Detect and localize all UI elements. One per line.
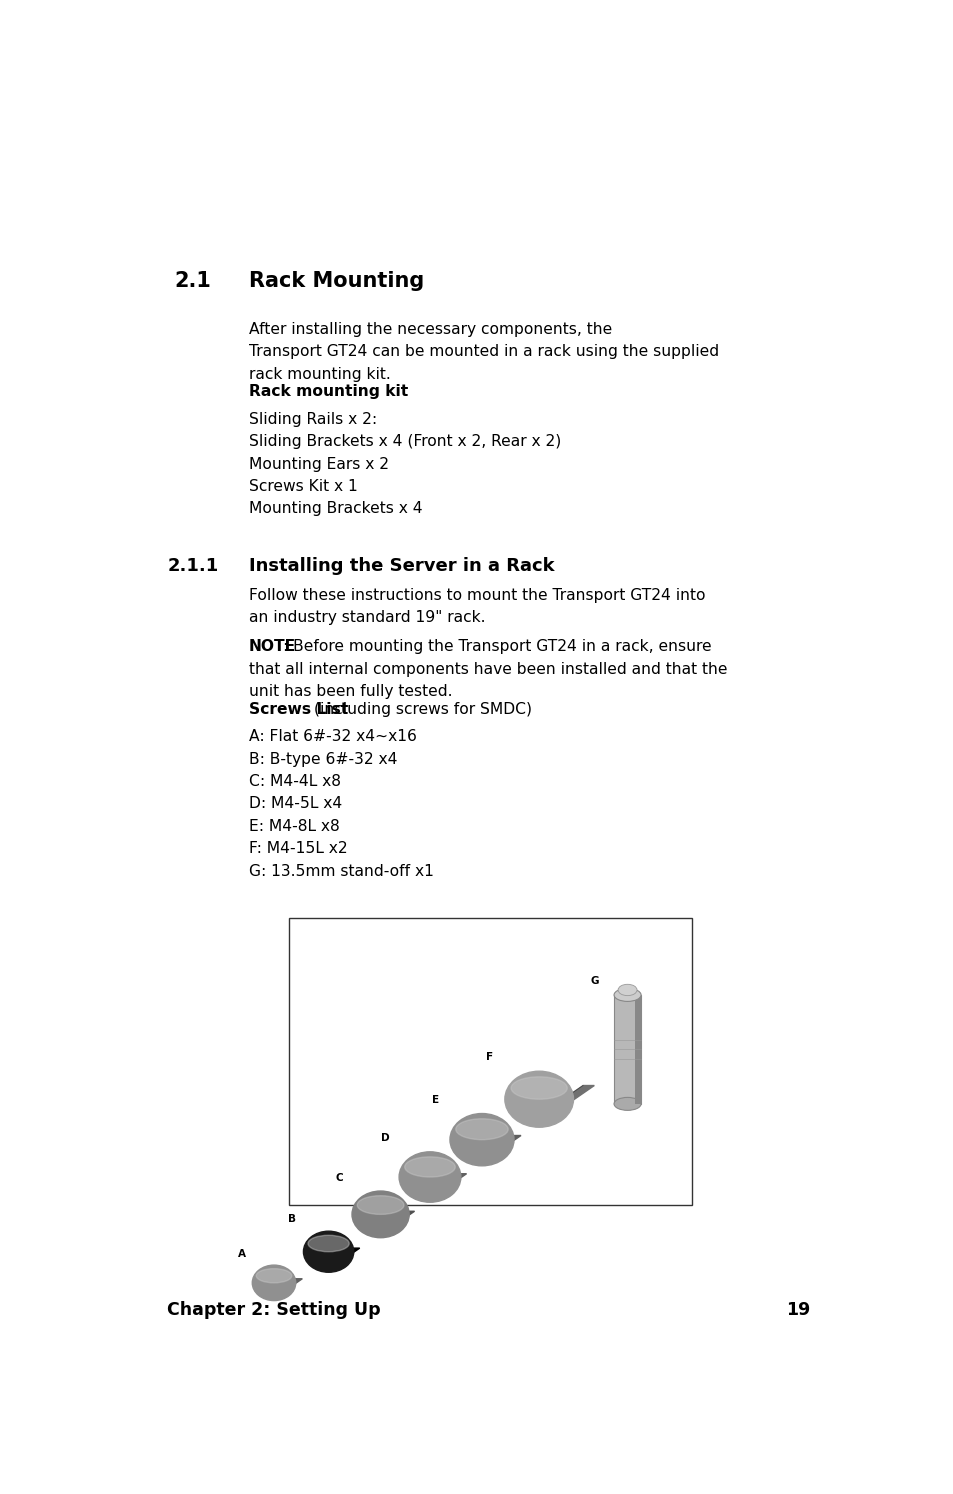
- Text: D: M4-5L x4: D: M4-5L x4: [249, 796, 341, 811]
- Ellipse shape: [504, 1071, 573, 1128]
- Text: After installing the necessary components, the: After installing the necessary component…: [249, 321, 611, 338]
- Text: Screws List: Screws List: [249, 702, 348, 717]
- Text: E: E: [432, 1095, 438, 1106]
- Text: rack mounting kit.: rack mounting kit.: [249, 368, 390, 382]
- Text: 2.1: 2.1: [174, 272, 212, 291]
- Polygon shape: [533, 1086, 594, 1120]
- Ellipse shape: [456, 1119, 508, 1140]
- Ellipse shape: [614, 989, 640, 1001]
- Ellipse shape: [356, 1195, 403, 1215]
- Text: D: D: [380, 1134, 389, 1143]
- Text: 19: 19: [785, 1301, 810, 1319]
- Text: : Before mounting the Transport GT24 in a rack, ensure: : Before mounting the Transport GT24 in …: [282, 639, 711, 654]
- Text: A: A: [238, 1249, 246, 1259]
- Ellipse shape: [352, 1191, 409, 1237]
- Ellipse shape: [303, 1231, 354, 1273]
- Text: C: M4-4L x8: C: M4-4L x8: [249, 774, 340, 789]
- Ellipse shape: [511, 1077, 567, 1100]
- Text: Transport GT24 can be mounted in a rack using the supplied: Transport GT24 can be mounted in a rack …: [249, 344, 718, 360]
- Ellipse shape: [614, 1098, 640, 1110]
- Ellipse shape: [398, 1152, 460, 1203]
- Text: Sliding Brackets x 4 (Front x 2, Rear x 2): Sliding Brackets x 4 (Front x 2, Rear x …: [249, 435, 560, 450]
- Text: B: B-type 6#-32 x4: B: B-type 6#-32 x4: [249, 751, 396, 766]
- Text: C: C: [335, 1173, 342, 1183]
- Text: Chapter 2: Setting Up: Chapter 2: Setting Up: [167, 1301, 380, 1319]
- Text: 2.1.1: 2.1.1: [167, 557, 218, 575]
- Text: NOTE: NOTE: [249, 639, 295, 654]
- Text: Follow these instructions to mount the Transport GT24 into: Follow these instructions to mount the T…: [249, 587, 704, 602]
- Ellipse shape: [404, 1156, 455, 1177]
- Text: unit has been fully tested.: unit has been fully tested.: [249, 684, 452, 699]
- Text: F: M4-15L x2: F: M4-15L x2: [249, 841, 347, 856]
- Text: A: Flat 6#-32 x4~x16: A: Flat 6#-32 x4~x16: [249, 729, 416, 744]
- Text: (including screws for SMDC): (including screws for SMDC): [309, 702, 532, 717]
- Text: E: M4-8L x8: E: M4-8L x8: [249, 819, 339, 834]
- Text: G: G: [590, 976, 598, 986]
- Polygon shape: [270, 1279, 302, 1295]
- Polygon shape: [476, 1135, 520, 1159]
- Text: Rack mounting kit: Rack mounting kit: [249, 384, 408, 399]
- Polygon shape: [375, 1212, 415, 1231]
- Text: Installing the Server in a Rack: Installing the Server in a Rack: [249, 557, 554, 575]
- Text: G: 13.5mm stand-off x1: G: 13.5mm stand-off x1: [249, 864, 433, 878]
- Text: that all internal components have been installed and that the: that all internal components have been i…: [249, 662, 726, 677]
- Text: Screws Kit x 1: Screws Kit x 1: [249, 480, 357, 495]
- Ellipse shape: [308, 1236, 349, 1252]
- Text: Sliding Rails x 2:: Sliding Rails x 2:: [249, 412, 376, 427]
- Text: B: B: [288, 1215, 295, 1225]
- Bar: [289, 917, 692, 1206]
- Text: Mounting Brackets x 4: Mounting Brackets x 4: [249, 502, 422, 517]
- Polygon shape: [424, 1174, 466, 1195]
- Text: Rack Mounting: Rack Mounting: [249, 272, 423, 291]
- Text: Mounting Ears x 2: Mounting Ears x 2: [249, 457, 388, 472]
- Text: an industry standard 19" rack.: an industry standard 19" rack.: [249, 610, 485, 624]
- Polygon shape: [324, 1247, 359, 1267]
- Ellipse shape: [618, 985, 637, 995]
- Ellipse shape: [256, 1268, 292, 1283]
- Bar: [634, 995, 640, 1104]
- Bar: [614, 995, 640, 1104]
- Ellipse shape: [450, 1113, 514, 1165]
- Ellipse shape: [252, 1265, 295, 1301]
- Text: F: F: [485, 1052, 493, 1062]
